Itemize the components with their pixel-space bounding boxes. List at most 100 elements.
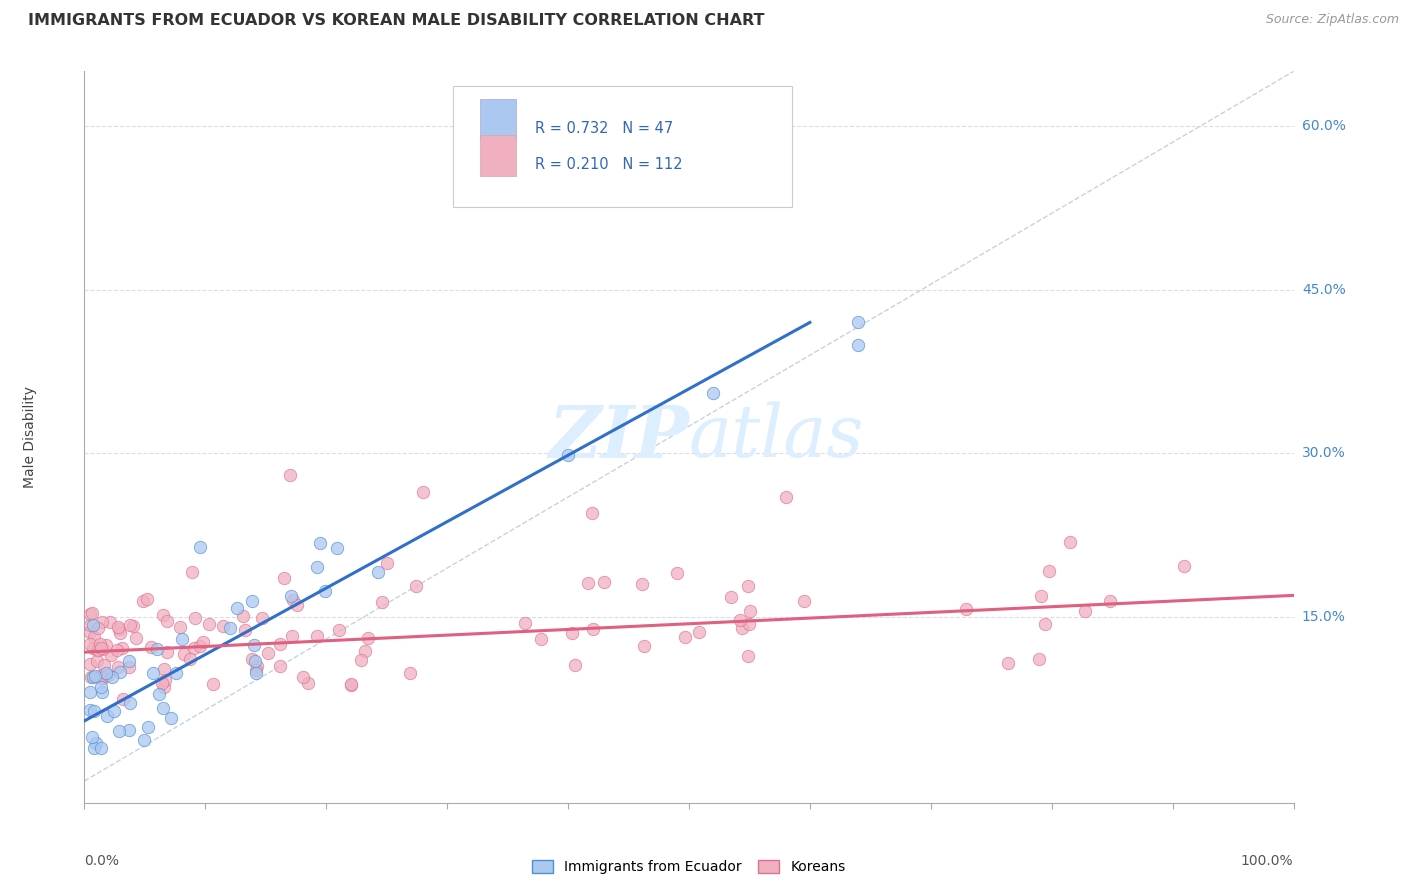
Point	[1033, 616, 1056, 631]
Point	[243, 654, 266, 668]
Point	[100, 648, 122, 662]
Point	[328, 624, 350, 638]
Text: Male Disability: Male Disability	[22, 386, 37, 488]
Point	[211, 619, 233, 633]
Point	[246, 659, 269, 673]
Point	[193, 635, 215, 649]
Point	[269, 637, 291, 651]
Point	[96, 665, 118, 680]
Point	[728, 613, 751, 627]
Point	[564, 657, 586, 672]
Point	[80, 731, 103, 745]
Point	[737, 579, 759, 593]
Point	[170, 632, 193, 646]
Point	[273, 571, 295, 585]
Point	[280, 629, 302, 643]
Point	[297, 675, 319, 690]
Point	[145, 642, 167, 657]
Point	[90, 615, 112, 630]
Point	[111, 692, 134, 706]
Point	[79, 703, 101, 717]
Text: 60.0%: 60.0%	[1302, 119, 1346, 133]
Point	[173, 647, 195, 661]
Point	[179, 651, 201, 665]
Point	[633, 639, 655, 653]
Point	[280, 589, 302, 603]
Point	[107, 620, 129, 634]
Point	[132, 594, 155, 608]
Point	[688, 625, 710, 640]
Text: IMMIGRANTS FROM ECUADOR VS KOREAN MALE DISABILITY CORRELATION CHART: IMMIGRANTS FROM ECUADOR VS KOREAN MALE D…	[28, 13, 765, 29]
Point	[153, 663, 176, 677]
Point	[150, 676, 173, 690]
Point	[84, 736, 107, 750]
Point	[269, 659, 291, 673]
Point	[367, 566, 389, 580]
Point	[1028, 652, 1050, 666]
Point	[232, 608, 254, 623]
Point	[110, 665, 132, 679]
Point	[122, 619, 145, 633]
Point	[153, 680, 176, 694]
Point	[1073, 604, 1095, 618]
Point	[305, 560, 328, 574]
Point	[340, 678, 363, 692]
Point	[576, 576, 599, 591]
Point	[593, 575, 616, 590]
Point	[97, 668, 120, 682]
Text: 30.0%: 30.0%	[1302, 447, 1346, 460]
Point	[79, 685, 101, 699]
Point	[846, 315, 869, 329]
Point	[108, 626, 131, 640]
Point	[79, 607, 101, 622]
Point	[307, 629, 329, 643]
Point	[84, 669, 107, 683]
Point	[557, 448, 579, 462]
Point	[90, 685, 112, 699]
Point	[738, 604, 761, 618]
Point	[90, 640, 112, 655]
Point	[117, 654, 139, 668]
Point	[630, 577, 652, 591]
Point	[139, 640, 162, 654]
Point	[1029, 589, 1052, 603]
Point	[405, 579, 427, 593]
Text: 45.0%: 45.0%	[1302, 283, 1346, 297]
Legend: Immigrants from Ecuador, Koreans: Immigrants from Ecuador, Koreans	[527, 855, 851, 880]
Point	[86, 643, 108, 657]
Point	[90, 671, 112, 685]
Text: 15.0%: 15.0%	[1302, 610, 1346, 624]
Text: atlas: atlas	[689, 401, 865, 473]
Point	[188, 540, 211, 554]
Text: Source: ZipAtlas.com: Source: ZipAtlas.com	[1265, 13, 1399, 27]
Point	[152, 701, 174, 715]
Point	[79, 657, 101, 672]
Point	[100, 615, 122, 630]
Point	[181, 566, 204, 580]
Point	[136, 720, 159, 734]
Point	[375, 556, 398, 570]
Point	[91, 671, 114, 685]
Point	[240, 652, 263, 666]
Point	[1038, 564, 1060, 578]
Point	[243, 639, 266, 653]
Point	[80, 606, 103, 620]
Point	[142, 666, 165, 681]
Point	[90, 680, 112, 694]
Point	[673, 630, 696, 644]
Text: R = 0.210   N = 112: R = 0.210 N = 112	[536, 158, 683, 172]
Point	[79, 624, 101, 639]
Point	[730, 621, 752, 635]
Point	[561, 625, 583, 640]
FancyBboxPatch shape	[453, 86, 792, 207]
Point	[156, 645, 179, 659]
Point	[83, 741, 105, 756]
Point	[169, 620, 191, 634]
Point	[245, 663, 267, 677]
Point	[132, 733, 155, 747]
Point	[79, 636, 101, 650]
Point	[184, 611, 207, 625]
Point	[91, 641, 114, 656]
Point	[1098, 593, 1121, 607]
Point	[226, 600, 249, 615]
